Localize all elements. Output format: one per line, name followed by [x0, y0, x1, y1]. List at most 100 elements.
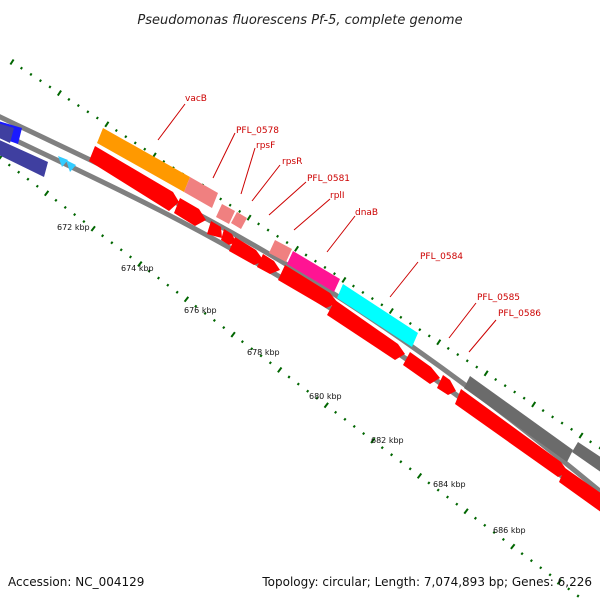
major-tick	[104, 121, 110, 128]
feature-dark-blue-block	[0, 140, 48, 177]
accession-text: Accession: NC_004129	[8, 575, 144, 589]
minor-tick	[124, 135, 128, 139]
minor-tick	[219, 197, 223, 201]
minor-tick	[313, 259, 317, 263]
minor-tick	[492, 530, 496, 534]
label-vacB: vacB	[185, 94, 207, 104]
major-tick	[578, 432, 584, 439]
leader-dnaB	[326, 215, 356, 253]
minor-tick	[268, 361, 272, 365]
minor-tick	[19, 66, 23, 70]
leader-PFL_0586	[468, 319, 497, 353]
minor-tick	[427, 334, 431, 338]
minor-tick	[446, 346, 450, 350]
minor-tick	[408, 321, 412, 326]
minor-tick	[63, 205, 67, 210]
minor-tick	[551, 415, 555, 419]
minor-tick	[212, 318, 216, 322]
leader-rplI	[293, 198, 331, 231]
minor-tick	[494, 377, 498, 382]
minor-tick	[238, 209, 242, 213]
major-tick	[0, 155, 3, 160]
minor-tick	[133, 141, 137, 145]
minor-tick	[35, 184, 39, 188]
cds-arrow	[207, 221, 222, 238]
minor-tick	[147, 269, 151, 273]
label-rpsR: rpsR	[282, 157, 302, 167]
minor-tick	[362, 432, 366, 436]
minor-tick	[541, 409, 545, 413]
major-tick	[416, 472, 423, 479]
cds-arrow	[89, 146, 179, 211]
minor-tick	[166, 283, 170, 287]
minor-tick	[259, 354, 263, 358]
feature-cyan-arrow-1	[58, 156, 68, 167]
tick-label: 680 kbp	[309, 392, 342, 401]
minor-tick	[455, 502, 459, 506]
minor-tick	[156, 276, 161, 280]
outer-dotted-ring	[9, 58, 600, 450]
major-tick	[483, 370, 489, 377]
gene-PFL_0578	[184, 177, 218, 208]
cds-arrow	[327, 300, 405, 360]
leader-rpsR	[251, 164, 281, 202]
major-tick	[137, 260, 143, 268]
minor-tick	[276, 234, 280, 238]
minor-tick	[332, 272, 336, 276]
map-title: Pseudomonas fluorescens Pf-5, complete g…	[137, 13, 462, 28]
major-tick	[246, 214, 252, 221]
leader-PFL_0581	[268, 181, 307, 216]
minor-tick	[76, 104, 80, 108]
major-tick	[56, 90, 62, 97]
minor-tick	[86, 110, 90, 114]
cds-arrow	[455, 389, 568, 477]
minor-tick	[257, 222, 261, 226]
minor-tick	[456, 353, 460, 357]
minor-tick	[128, 255, 133, 259]
minor-tick	[203, 311, 207, 315]
label-leaders	[157, 103, 497, 353]
feature-cyan-arrow-2	[66, 160, 76, 172]
minor-tick	[29, 72, 33, 77]
minor-tick	[520, 552, 524, 556]
gene-gray-block-2	[572, 442, 600, 472]
minor-tick	[101, 234, 105, 238]
minor-tick	[228, 203, 232, 207]
tick-label: 682 kbp	[371, 436, 404, 445]
label-PFL_0585: PFL_0585	[477, 293, 520, 303]
major-tick	[510, 543, 516, 550]
tick-label: 672 kbp	[57, 223, 90, 232]
minor-tick	[560, 421, 564, 425]
gene-PFL_0584	[337, 284, 418, 347]
cds-arrow	[437, 375, 456, 395]
leader-PFL_0578	[212, 132, 236, 179]
major-tick	[90, 225, 96, 232]
gene-vacB	[97, 128, 190, 192]
cds-arrow	[174, 198, 206, 226]
minor-tick	[418, 328, 422, 332]
major-tick	[531, 401, 537, 408]
minor-tick	[427, 481, 431, 485]
minor-tick	[399, 315, 403, 319]
minor-tick	[114, 128, 118, 133]
gene-dnaB	[287, 251, 340, 292]
cds-arrow	[229, 237, 264, 265]
label-PFL_0584: PFL_0584	[420, 252, 463, 262]
minor-tick	[589, 440, 593, 444]
minor-tick	[539, 566, 543, 570]
minor-tick	[48, 85, 52, 89]
minor-tick	[266, 228, 270, 232]
minor-tick	[304, 253, 308, 257]
cds-arrow	[403, 352, 440, 384]
minor-tick	[501, 537, 505, 541]
minor-tick	[475, 365, 479, 369]
gene-labels: vacB PFL_0578 rpsF rpsR PFL_0581 rplI dn…	[185, 94, 541, 319]
leader-PFL_0584	[389, 261, 419, 298]
tick-label: 674 kbp	[121, 264, 154, 273]
minor-tick	[54, 198, 58, 202]
minor-tick	[222, 325, 226, 330]
minor-tick	[95, 116, 99, 120]
minor-tick	[110, 241, 114, 245]
tick-label: 678 kbp	[247, 348, 280, 357]
